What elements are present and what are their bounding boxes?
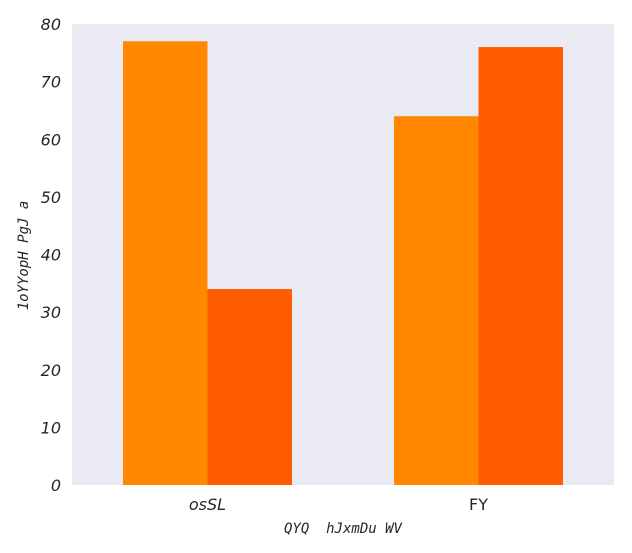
y-tick-label: 50 <box>41 188 61 207</box>
y-tick-label: 10 <box>41 418 61 437</box>
bar-osSL-series-2 <box>207 289 292 485</box>
x-tick-label: osSL <box>189 495 226 514</box>
x-axis-ticks: osSL FY <box>189 495 488 514</box>
bar-FY-series-1 <box>394 116 479 485</box>
y-tick-label: 70 <box>41 73 61 92</box>
y-tick-label: 30 <box>41 303 61 322</box>
y-tick-label: 60 <box>41 130 61 149</box>
y-axis-ticks: 0 10 20 30 40 50 60 70 80 <box>41 15 61 495</box>
y-tick-label: 20 <box>41 361 61 380</box>
x-tick-label: FY <box>469 495 488 514</box>
y-tick-label: 40 <box>41 246 61 265</box>
x-axis-label: QYQ hJxmDu WV <box>284 521 404 537</box>
bar-FY-series-2 <box>478 47 563 486</box>
bar-osSL-series-1 <box>123 41 208 485</box>
y-axis-label: 1oYYopH PgJ a <box>16 201 32 311</box>
y-tick-label: 0 <box>51 476 61 495</box>
bars <box>123 41 563 486</box>
y-tick-label: 80 <box>41 15 61 34</box>
